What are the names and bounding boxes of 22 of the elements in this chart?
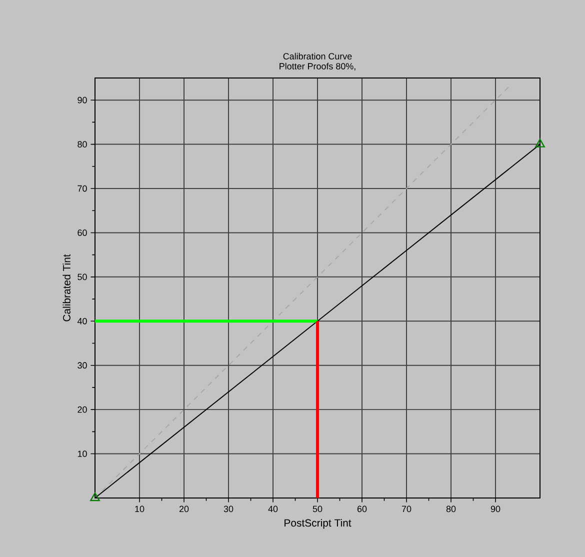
y-tick-label: 30 [78,362,87,369]
x-tick-label: 90 [490,506,500,512]
x-tick-label: 30 [224,506,234,512]
y-tick-label: 10 [78,450,87,457]
y-tick-label: 70 [78,185,87,192]
y-tick-label: 60 [78,230,87,236]
y-tick-label: 80 [78,141,87,148]
y-tick-label: 90 [78,96,87,104]
x-tick-label: 40 [268,506,278,512]
chart-title: Calibration Curve [283,52,352,60]
x-tick-label: 60 [357,506,367,512]
y-axis-title: Calibrated Tint [62,254,70,322]
x-tick-label: 50 [312,506,322,512]
x-tick-label: 80 [446,506,456,512]
x-axis-title: PostScript Tint [284,518,352,529]
x-tick-label: 20 [179,506,189,512]
y-tick-label: 20 [78,406,87,413]
chart-subtitle: Plotter Proofs 80%, [280,62,356,70]
x-tick-label: 70 [402,506,412,512]
x-tick-label: 10 [135,506,144,512]
y-tick-label: 50 [78,274,87,280]
y-tick-label: 40 [77,318,87,324]
